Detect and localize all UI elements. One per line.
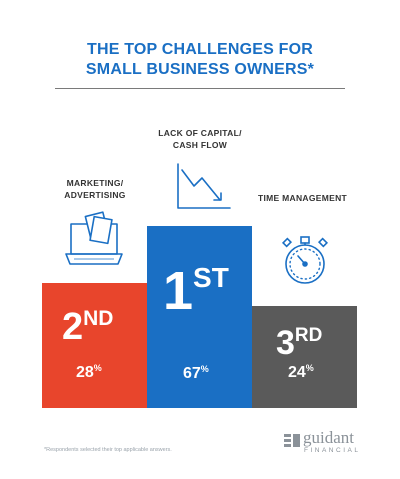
first-place-percent-number: 67: [183, 365, 201, 382]
stopwatch-icon: [281, 236, 329, 284]
first-place-label-line1: LACK OF CAPITAL/: [158, 128, 242, 138]
third-place-bar: 3RD 24%: [252, 306, 357, 408]
first-place-bar: 1ST 67%: [147, 226, 252, 408]
third-place-percent: 24%: [288, 363, 314, 382]
logo-subtitle: FINANCIAL: [304, 447, 361, 454]
first-place-label-line2: CASH FLOW: [172, 140, 228, 150]
third-place-rank-number: 3: [276, 324, 295, 362]
second-place-percent: 28%: [76, 363, 102, 382]
laptop-icon: [65, 211, 123, 265]
logo-wordmark: guidant: [303, 428, 354, 447]
third-place-rank-suffix: RD: [294, 325, 323, 346]
second-place-rank-number: 2: [62, 306, 84, 348]
guidant-logo-icon: [284, 434, 300, 447]
second-place-percent-sign: %: [93, 363, 102, 373]
infographic-title-line2: SMALL BUSINESS OWNERS*: [85, 61, 315, 78]
second-place-label: MARKETING/ ADVERTISING: [40, 177, 150, 201]
first-place-rank-number: 1: [163, 261, 194, 321]
second-place-bar: 2ND 28%: [42, 283, 147, 408]
second-place-label-line1: MARKETING/: [66, 178, 124, 188]
title-divider: [55, 88, 345, 89]
chart-down-icon: [177, 163, 231, 209]
second-place-percent-number: 28: [76, 364, 94, 381]
first-place-percent-sign: %: [200, 364, 209, 374]
first-place-label: LACK OF CAPITAL/ CASH FLOW: [140, 127, 260, 151]
first-place-rank: 1ST: [163, 248, 229, 321]
second-place-label-line2: ADVERTISING: [64, 190, 126, 200]
second-place-rank: 2ND: [62, 297, 113, 349]
second-place-rank-suffix: ND: [83, 307, 114, 330]
third-place-percent-number: 24: [288, 364, 306, 381]
first-place-rank-suffix: ST: [193, 262, 229, 293]
third-place-rank: 3RD: [276, 316, 322, 363]
third-place-percent-sign: %: [305, 363, 314, 373]
first-place-percent: 67%: [183, 364, 209, 383]
infographic-title-line1: THE TOP CHALLENGES FOR: [86, 41, 314, 58]
footnote: *Respondents selected their top applicab…: [44, 447, 172, 453]
third-place-label: TIME MANAGEMENT: [257, 193, 348, 203]
